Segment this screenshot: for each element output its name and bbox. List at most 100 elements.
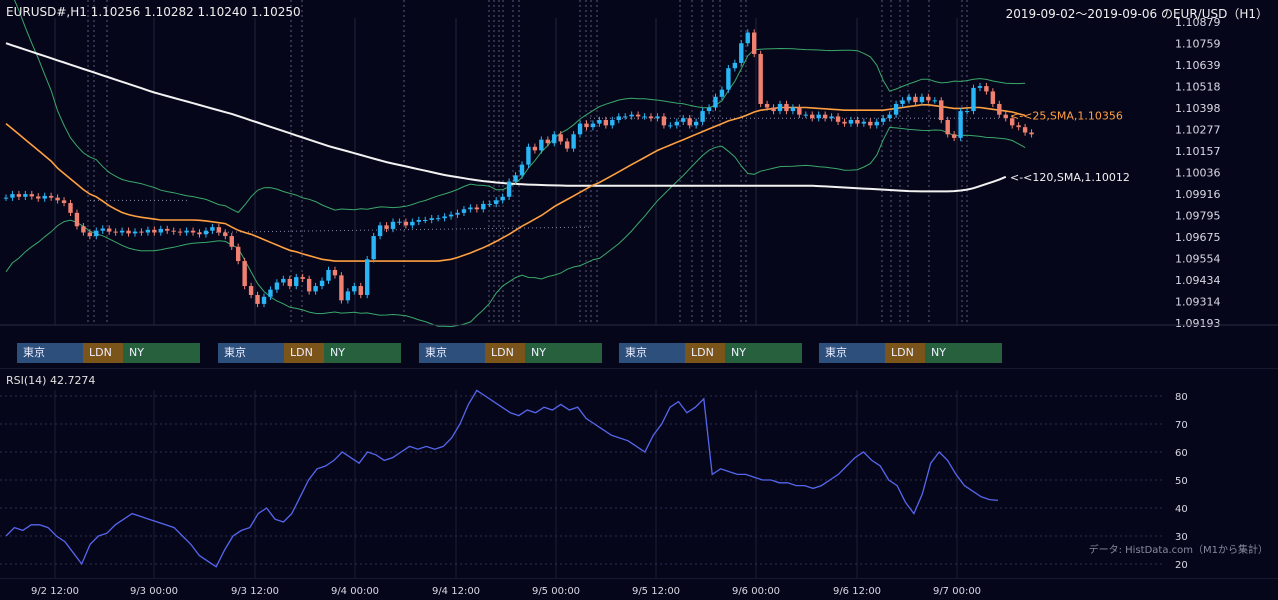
- y-tick-label: 1.09675: [1175, 231, 1221, 244]
- y-tick-label: 1.09193: [1175, 317, 1221, 330]
- date-tick-label: 9/4 12:00: [432, 586, 480, 597]
- candle-body: [210, 227, 215, 231]
- y-tick-label: 1.09795: [1175, 210, 1221, 223]
- candle-body: [958, 111, 963, 138]
- candle-body: [119, 230, 125, 233]
- candle-body: [384, 225, 389, 229]
- candle-body: [132, 231, 138, 234]
- chart-title: 2019-09-02～2019-09-06 のEUR/USD（H1）: [1005, 7, 1268, 21]
- y-tick-label: 1.09916: [1175, 188, 1221, 201]
- date-tick-label: 9/4 00:00: [331, 586, 379, 597]
- candle-body: [1022, 127, 1028, 133]
- session-tokyo: 東京: [619, 343, 685, 363]
- candle-body: [300, 277, 305, 279]
- candle-body: [435, 218, 441, 220]
- candle-body: [152, 229, 157, 233]
- rsi-tick-label: 40: [1175, 504, 1188, 515]
- candle-body: [642, 116, 647, 118]
- candle-body: [887, 114, 892, 119]
- candle-body: [629, 114, 634, 117]
- y-tick-label: 1.10036: [1175, 167, 1221, 180]
- hour-tick-label: 0: [753, 329, 759, 330]
- candle-body: [177, 231, 183, 233]
- candle-body: [16, 194, 22, 197]
- candle-body: [223, 232, 228, 237]
- candle-body: [745, 32, 750, 44]
- candle-body: [352, 286, 357, 292]
- candle-body: [203, 230, 209, 235]
- candle-body: [932, 100, 937, 102]
- hour-tick-label: 0: [151, 329, 157, 330]
- candle-body: [145, 229, 151, 233]
- session-newyork: NY: [925, 343, 1002, 363]
- candle-body: [268, 289, 273, 297]
- candle-body: [455, 212, 460, 215]
- candle-body: [184, 230, 189, 233]
- candle-body: [739, 43, 744, 63]
- candle-body: [797, 107, 802, 115]
- candle-body: [532, 146, 538, 151]
- candle-body: [552, 134, 557, 144]
- candle-body: [868, 121, 873, 126]
- candle-body: [926, 96, 931, 101]
- candle-body: [68, 203, 73, 213]
- candle-body: [616, 116, 621, 121]
- candle-body: [42, 195, 47, 199]
- candle-body: [306, 278, 312, 292]
- date-tick-label: 9/7 00:00: [933, 586, 981, 597]
- session-group: 東京 LDN NY: [218, 343, 401, 363]
- symbol-ohlc-label: EURUSD#,H1 1.10256 1.10282 1.10240 1.102…: [6, 5, 301, 19]
- date-tick-label: 9/3 00:00: [130, 586, 178, 597]
- candle-body: [842, 121, 847, 124]
- candle-body: [165, 228, 170, 231]
- session-london: LDN: [885, 343, 925, 363]
- candle-body: [564, 141, 570, 149]
- candle-body: [468, 207, 473, 210]
- hour-tick-label: 0: [954, 329, 960, 330]
- candle-body: [874, 121, 879, 126]
- rsi-tick-label: 80: [1175, 392, 1188, 403]
- candle-body: [10, 194, 15, 198]
- candle-body: [74, 212, 80, 227]
- candle-body: [397, 221, 402, 223]
- rsi-tick-label: 60: [1175, 448, 1188, 459]
- candle-body: [403, 221, 409, 226]
- candle-body: [261, 296, 267, 304]
- candle-body: [648, 116, 654, 119]
- candle-body: [816, 114, 821, 119]
- candle-body: [526, 146, 531, 165]
- candle-body: [81, 226, 86, 233]
- candle-body: [500, 196, 505, 201]
- candle-body: [61, 200, 67, 204]
- candle-body: [281, 278, 286, 283]
- candle-body: [100, 228, 105, 231]
- candle-body: [810, 114, 815, 119]
- candle-body: [442, 216, 447, 219]
- date-tick-label: 9/2 12:00: [31, 586, 79, 597]
- candle-body: [29, 194, 34, 197]
- candle-body: [345, 291, 351, 301]
- candle-body: [732, 62, 738, 69]
- candle-body: [190, 230, 196, 233]
- candle-body: [693, 121, 699, 126]
- candle-body: [313, 286, 318, 292]
- session-newyork: NY: [324, 343, 401, 363]
- candle-body: [326, 269, 331, 281]
- candle-body: [158, 228, 163, 233]
- hour-tick-label: 12: [450, 329, 463, 330]
- candle-body: [107, 228, 112, 232]
- candle-body: [687, 118, 692, 126]
- candle-body: [623, 116, 628, 118]
- sma25-label: <-<25,SMA,1.10356: [1010, 109, 1123, 122]
- y-tick-label: 1.09554: [1175, 253, 1221, 266]
- candle-body: [726, 68, 731, 90]
- candle-body: [771, 107, 776, 112]
- candle-body: [681, 118, 686, 122]
- candle-body: [822, 114, 828, 119]
- candle-body: [23, 194, 28, 197]
- candle-body: [55, 197, 60, 201]
- session-group: 東京 LDN NY: [619, 343, 802, 363]
- y-tick-label: 1.10879: [1175, 16, 1221, 29]
- candle-body: [371, 236, 376, 260]
- candle-body: [429, 218, 434, 220]
